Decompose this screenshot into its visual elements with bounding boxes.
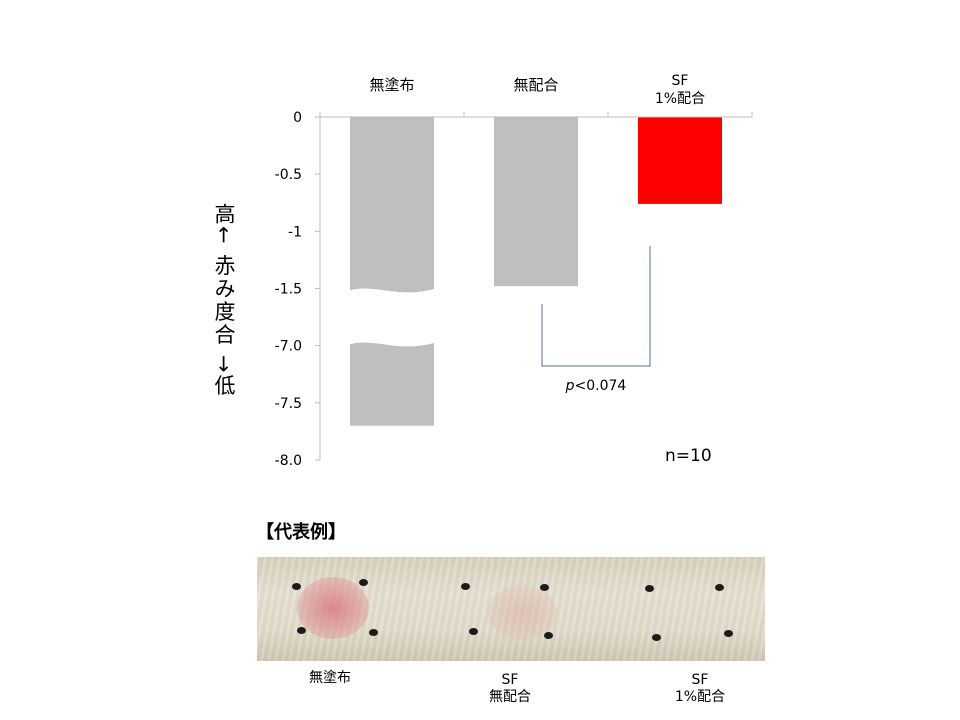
- redness-spot-base: [487, 585, 557, 640]
- category-labels: 無塗布 無配合 SF 1%配合: [369, 73, 705, 107]
- y-tick-label: -1.5: [275, 282, 302, 298]
- marker-dot: [540, 584, 549, 591]
- photo-label: 無塗布: [309, 670, 351, 686]
- photo-label: SF 1%配合: [674, 672, 726, 705]
- axis-break-band: [347, 288, 437, 347]
- marker-dot: [645, 585, 654, 592]
- y-ticks: 0 -0.5 -1 -1.5 -7.0 -7.5 -8.0: [275, 110, 320, 469]
- y-tick-label: -1: [288, 224, 302, 240]
- bars: [347, 117, 722, 426]
- marker-dot: [469, 628, 478, 635]
- marker-dot: [292, 583, 301, 590]
- bar-none: [350, 117, 434, 426]
- bar-chart: 0 -0.5 -1 -1.5 -7.0 -7.5 -8.0 無塗布 無配合 SF 1%配合 p<0…: [275, 73, 753, 469]
- bar-base: [494, 117, 578, 287]
- category-label: 1%配合: [655, 91, 705, 107]
- y-tick-label: -7.5: [275, 396, 302, 412]
- marker-dot: [652, 634, 661, 641]
- y-tick-label: -7.0: [275, 339, 302, 355]
- example-title: 【代表例】: [256, 522, 346, 543]
- photo-label: SF 無配合: [489, 672, 531, 705]
- marker-dot: [359, 579, 368, 586]
- x-axis-top: [319, 112, 753, 118]
- marker-dot: [297, 627, 306, 634]
- category-label: 無塗布: [369, 76, 414, 94]
- y-tick-label: -0.5: [275, 167, 302, 183]
- marker-dot: [461, 583, 470, 590]
- n-label: n=10: [665, 446, 712, 466]
- marker-dot: [369, 629, 378, 636]
- category-label: SF: [672, 73, 689, 89]
- bar-sf: [638, 117, 722, 204]
- significance-line: [541, 245, 651, 367]
- marker-dot: [715, 584, 724, 591]
- category-label: 無配合: [513, 76, 558, 94]
- y-tick-label: -8.0: [275, 453, 302, 469]
- marker-dot: [544, 632, 553, 639]
- y-axis-title: 高← 赤み度合 →低: [212, 202, 236, 398]
- redness-spot-none: [297, 577, 369, 639]
- marker-dot: [724, 630, 733, 637]
- significance-bracket: p<0.074: [541, 245, 651, 394]
- y-tick-label: 0: [293, 110, 302, 126]
- p-value-label: p<0.074: [565, 378, 627, 394]
- skin-photo: [257, 557, 765, 661]
